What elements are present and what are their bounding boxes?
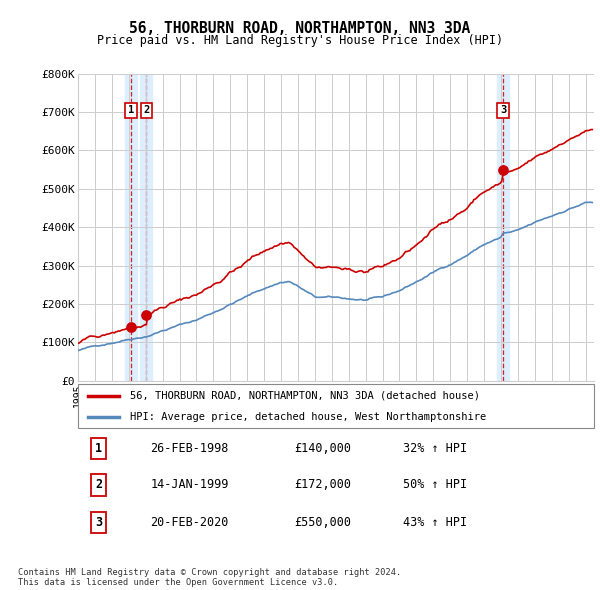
Text: £172,000: £172,000 [295,478,352,491]
Text: 3: 3 [500,105,506,115]
Point [126,322,136,332]
Text: Contains HM Land Registry data © Crown copyright and database right 2024.
This d: Contains HM Land Registry data © Crown c… [18,568,401,587]
FancyBboxPatch shape [78,384,594,428]
Text: 2: 2 [143,105,149,115]
Point [498,165,508,175]
Text: Price paid vs. HM Land Registry's House Price Index (HPI): Price paid vs. HM Land Registry's House … [97,34,503,47]
Text: £140,000: £140,000 [295,442,352,455]
Text: 1: 1 [95,442,102,455]
Text: 50% ↑ HPI: 50% ↑ HPI [403,478,467,491]
Text: 56, THORBURN ROAD, NORTHAMPTON, NN3 3DA (detached house): 56, THORBURN ROAD, NORTHAMPTON, NN3 3DA … [130,391,479,401]
Text: 26-FEB-1998: 26-FEB-1998 [150,442,229,455]
Bar [497,74,509,381]
Point [142,310,151,319]
Text: 2: 2 [95,478,102,491]
Text: £550,000: £550,000 [295,516,352,529]
Text: HPI: Average price, detached house, West Northamptonshire: HPI: Average price, detached house, West… [130,412,486,422]
Text: 43% ↑ HPI: 43% ↑ HPI [403,516,467,529]
Text: 3: 3 [95,516,102,529]
Text: 20-FEB-2020: 20-FEB-2020 [150,516,229,529]
Bar [125,74,137,381]
Text: 14-JAN-1999: 14-JAN-1999 [150,478,229,491]
Text: 32% ↑ HPI: 32% ↑ HPI [403,442,467,455]
Bar [140,74,152,381]
Text: 56, THORBURN ROAD, NORTHAMPTON, NN3 3DA: 56, THORBURN ROAD, NORTHAMPTON, NN3 3DA [130,21,470,35]
Text: 1: 1 [128,105,134,115]
